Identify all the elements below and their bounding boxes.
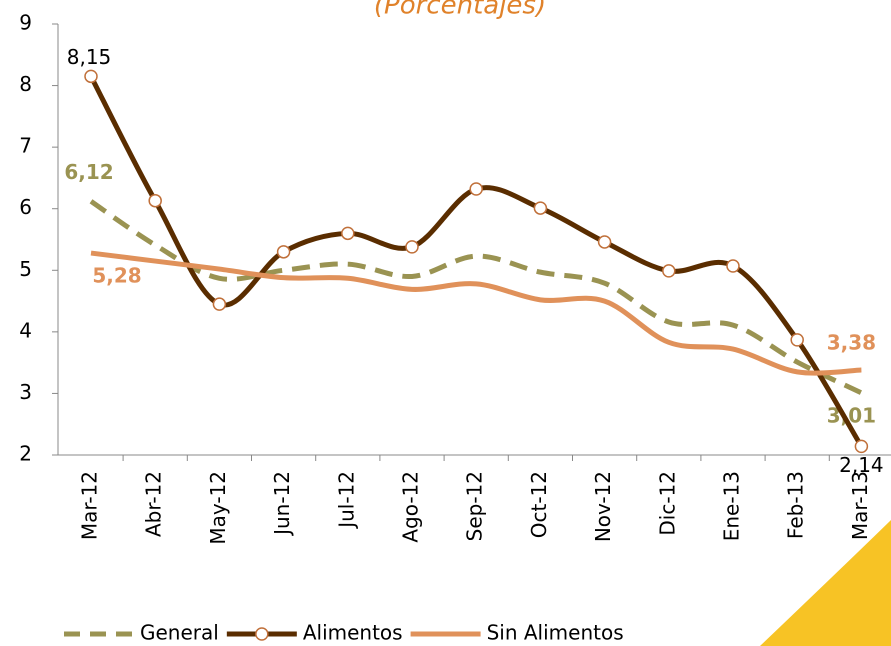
x-tick-label: Oct-12 bbox=[527, 471, 551, 538]
data-label: 3,38 bbox=[827, 331, 876, 355]
point-marker bbox=[406, 241, 418, 253]
point-marker bbox=[470, 183, 482, 195]
y-tick-label: 7 bbox=[19, 134, 32, 158]
y-tick-label: 9 bbox=[19, 11, 32, 35]
point-marker bbox=[855, 440, 867, 452]
point-marker bbox=[342, 227, 354, 239]
x-tick-label: Sep-12 bbox=[463, 471, 487, 541]
data-label: 5,28 bbox=[92, 264, 141, 288]
x-tick-label: Ago-12 bbox=[399, 471, 423, 543]
point-marker bbox=[213, 298, 225, 310]
chart: (Porcentajes) 2 3 4 5 6 7 8 9 Mar-12 Abr-12 May-12… bbox=[0, 0, 891, 646]
point-marker bbox=[278, 246, 290, 258]
point-marker bbox=[791, 334, 803, 346]
x-tick-label: Nov-12 bbox=[591, 471, 615, 542]
y-tick-label: 3 bbox=[19, 380, 32, 404]
chart-title: (Porcentajes) bbox=[374, 0, 546, 21]
x-tick-label: May-12 bbox=[206, 471, 230, 545]
data-label: 6,12 bbox=[64, 160, 113, 184]
y-tick-label: 5 bbox=[19, 257, 32, 281]
x-tick-label: Mar-12 bbox=[78, 471, 102, 540]
series-line bbox=[91, 76, 861, 446]
y-tick-label: 8 bbox=[19, 72, 32, 96]
x-tick-label: Jun-12 bbox=[270, 471, 294, 537]
point-marker bbox=[149, 195, 161, 207]
x-tick-label: Mar-13 bbox=[848, 471, 872, 540]
point-marker bbox=[663, 265, 675, 277]
data-label: 3,01 bbox=[827, 403, 876, 427]
x-tick-label: Jul-12 bbox=[334, 471, 358, 530]
point-marker bbox=[85, 70, 97, 82]
y-tick-label: 4 bbox=[19, 318, 32, 342]
point-marker bbox=[599, 236, 611, 248]
x-tick-label: Feb-13 bbox=[784, 471, 808, 539]
legend-label: Sin Alimentos bbox=[487, 621, 624, 645]
x-tick-label: Ene-13 bbox=[720, 471, 744, 541]
point-marker bbox=[727, 260, 739, 272]
legend-marker bbox=[256, 628, 268, 640]
y-tick-label: 2 bbox=[19, 442, 32, 466]
data-label: 2,14 bbox=[839, 453, 884, 477]
point-marker bbox=[534, 202, 546, 214]
data-label: 8,15 bbox=[67, 45, 112, 69]
y-tick-label: 6 bbox=[19, 195, 32, 219]
x-tick-label: Abr-12 bbox=[142, 471, 166, 537]
legend-label: General bbox=[140, 621, 219, 645]
series-line bbox=[91, 253, 861, 373]
x-tick-label: Dic-12 bbox=[655, 471, 679, 536]
legend-label: Alimentos bbox=[303, 621, 403, 645]
